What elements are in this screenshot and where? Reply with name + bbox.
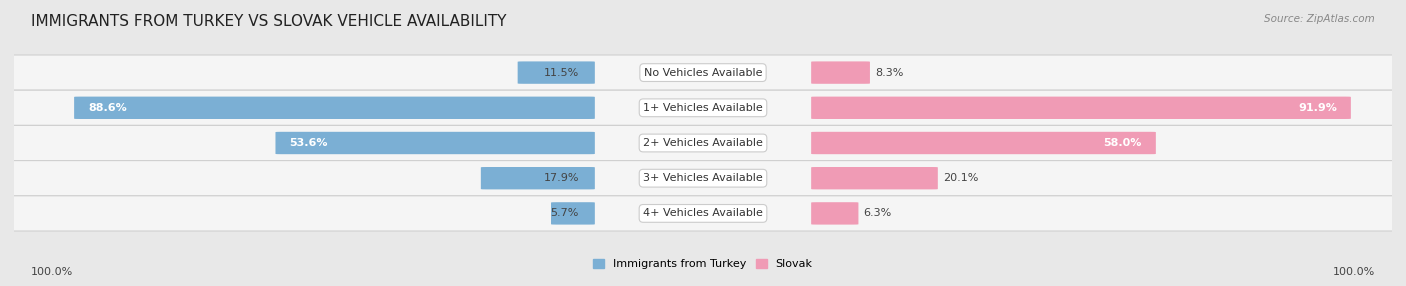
Text: 58.0%: 58.0%	[1104, 138, 1142, 148]
Text: 1+ Vehicles Available: 1+ Vehicles Available	[643, 103, 763, 113]
FancyBboxPatch shape	[811, 61, 870, 84]
Text: 20.1%: 20.1%	[942, 173, 979, 183]
Text: IMMIGRANTS FROM TURKEY VS SLOVAK VEHICLE AVAILABILITY: IMMIGRANTS FROM TURKEY VS SLOVAK VEHICLE…	[31, 14, 506, 29]
Text: 100.0%: 100.0%	[31, 267, 73, 277]
FancyBboxPatch shape	[0, 196, 1406, 231]
Text: Source: ZipAtlas.com: Source: ZipAtlas.com	[1264, 14, 1375, 24]
FancyBboxPatch shape	[551, 202, 595, 225]
Text: 17.9%: 17.9%	[544, 173, 579, 183]
FancyBboxPatch shape	[481, 167, 595, 189]
FancyBboxPatch shape	[0, 90, 1406, 125]
FancyBboxPatch shape	[0, 161, 1406, 196]
FancyBboxPatch shape	[517, 61, 595, 84]
Text: 100.0%: 100.0%	[1333, 267, 1375, 277]
FancyBboxPatch shape	[811, 202, 859, 225]
Text: 4+ Vehicles Available: 4+ Vehicles Available	[643, 208, 763, 219]
FancyBboxPatch shape	[811, 132, 1156, 154]
Text: 88.6%: 88.6%	[89, 103, 127, 113]
Text: 6.3%: 6.3%	[863, 208, 891, 219]
Text: 3+ Vehicles Available: 3+ Vehicles Available	[643, 173, 763, 183]
Text: No Vehicles Available: No Vehicles Available	[644, 67, 762, 78]
FancyBboxPatch shape	[811, 167, 938, 189]
Text: 5.7%: 5.7%	[551, 208, 579, 219]
Text: 2+ Vehicles Available: 2+ Vehicles Available	[643, 138, 763, 148]
Text: 11.5%: 11.5%	[544, 67, 579, 78]
FancyBboxPatch shape	[811, 97, 1351, 119]
Legend: Immigrants from Turkey, Slovak: Immigrants from Turkey, Slovak	[593, 259, 813, 269]
FancyBboxPatch shape	[75, 97, 595, 119]
Text: 8.3%: 8.3%	[875, 67, 903, 78]
Text: 91.9%: 91.9%	[1298, 103, 1337, 113]
Text: 53.6%: 53.6%	[290, 138, 328, 148]
FancyBboxPatch shape	[0, 55, 1406, 90]
FancyBboxPatch shape	[0, 125, 1406, 161]
FancyBboxPatch shape	[276, 132, 595, 154]
